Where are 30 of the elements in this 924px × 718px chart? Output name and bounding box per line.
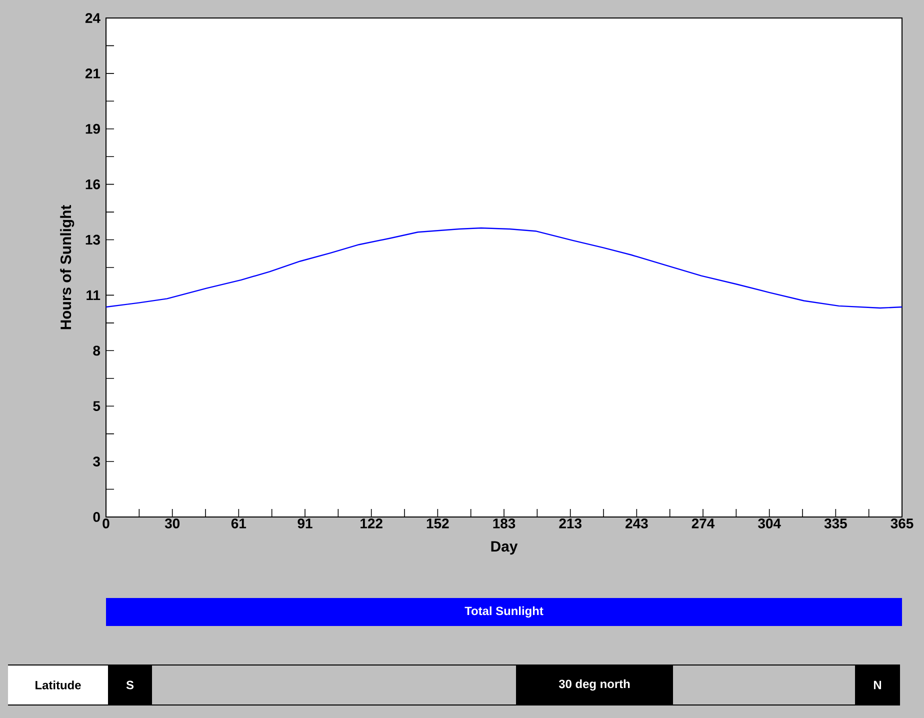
x-tick-label: 91 <box>298 518 312 528</box>
x-tick-label: 213 <box>559 518 582 528</box>
x-tick-label: 304 <box>758 518 781 528</box>
x-tick-label: 0 <box>102 518 110 528</box>
x-tick-label: 30 <box>164 518 180 528</box>
x-tick-label: 365 <box>890 518 914 528</box>
y-tick-label: 3 <box>93 456 100 466</box>
y-tick-label: 11 <box>86 290 100 300</box>
line-series <box>106 227 902 309</box>
y-tick-label: 8 <box>93 346 100 356</box>
x-tick-label: 274 <box>692 518 715 528</box>
text: 30 deg north <box>558 679 630 691</box>
text: N <box>874 680 882 690</box>
y-tick-label: 24 <box>85 13 100 23</box>
x-tick-label: 61 <box>231 518 246 528</box>
x-tick-label: 243 <box>626 518 648 528</box>
x-tick-label: 152 <box>426 518 449 528</box>
y-axis-title: Hours of Sunlight <box>60 204 74 330</box>
text: Latitude <box>36 680 81 690</box>
text: Total Sunlight <box>464 606 544 618</box>
x-tick-label: 183 <box>493 518 516 528</box>
y-tick-label: 13 <box>86 234 100 245</box>
y-tick-label: 5 <box>93 401 100 411</box>
x-tick-label: 335 <box>824 518 847 528</box>
y-tick-label: 19 <box>86 124 100 134</box>
y-tick-label: 21 <box>85 68 100 78</box>
x-tick-label: 122 <box>360 518 382 528</box>
x-axis-title: Day <box>491 541 518 555</box>
text: S <box>126 680 134 690</box>
y-tick-label: 16 <box>86 179 100 190</box>
